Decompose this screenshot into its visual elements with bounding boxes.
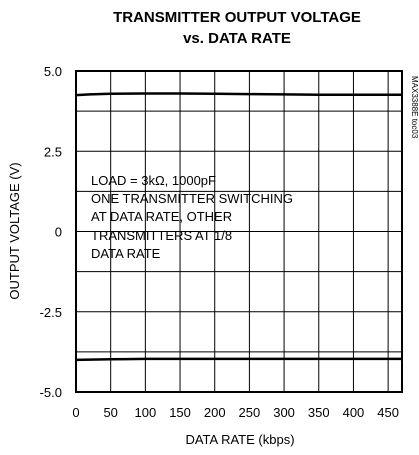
y-tick-label: 5.0 bbox=[44, 64, 62, 79]
x-tick-label: 150 bbox=[169, 405, 191, 420]
x-tick-label: 300 bbox=[273, 405, 295, 420]
series-line-1 bbox=[75, 92, 402, 97]
x-tick-label: 200 bbox=[204, 405, 226, 420]
x-tick-label: 450 bbox=[377, 405, 399, 420]
series-layer bbox=[75, 92, 402, 362]
x-axis-label: DATA RATE (kbps) bbox=[185, 432, 294, 447]
part-number-label: MAX3388E toc03 bbox=[410, 76, 419, 139]
x-tick-label: 350 bbox=[308, 405, 330, 420]
x-tick-label: 0 bbox=[72, 405, 79, 420]
tick-labels: 0 50 100 150 200 250 300 350 400 450 5.0 2.5 0 -2.5 -5… bbox=[40, 64, 399, 420]
x-tick-label: 400 bbox=[343, 405, 365, 420]
chart-title: TRANSMITTER OUTPUT VOLTAGE bbox=[113, 9, 361, 26]
annotation-line-2: ONE TRANSMITTER SWITCHING bbox=[91, 191, 293, 206]
annotation-line-5: DATA RATE bbox=[91, 246, 161, 261]
y-tick-label: 2.5 bbox=[44, 144, 62, 159]
y-tick-label: 0 bbox=[55, 225, 62, 240]
y-tick-label: -2.5 bbox=[40, 305, 62, 320]
series-line-2 bbox=[75, 357, 402, 362]
x-tick-label: 250 bbox=[239, 405, 261, 420]
annotation-line-4: TRANSMITTERS AT 1/8 bbox=[91, 228, 232, 243]
annotation-block: LOAD = 3kΩ, 1000pF ONE TRANSMITTER SWITC… bbox=[91, 173, 293, 261]
chart-subtitle: vs. DATA RATE bbox=[183, 30, 291, 47]
x-tick-label: 50 bbox=[103, 405, 117, 420]
x-tick-label: 100 bbox=[135, 405, 157, 420]
y-tick-label: -5.0 bbox=[40, 385, 62, 400]
y-axis-label: OUTPUT VOLTAGE (V) bbox=[7, 162, 22, 299]
grid-lines bbox=[76, 71, 402, 392]
annotation-line-3: AT DATA RATE, OTHER bbox=[91, 209, 232, 224]
annotation-line-1: LOAD = 3kΩ, 1000pF bbox=[91, 173, 216, 188]
